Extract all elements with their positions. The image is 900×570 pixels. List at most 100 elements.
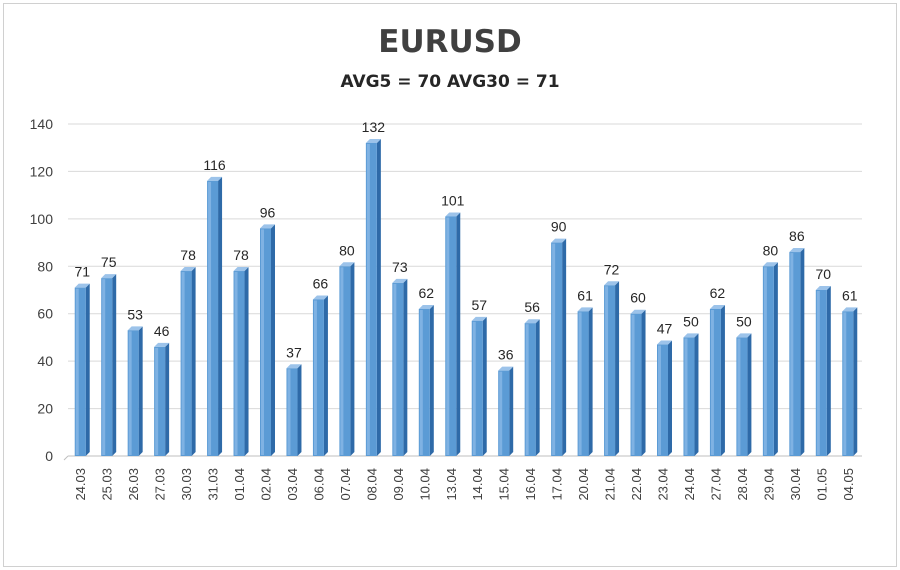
bar: [630, 313, 642, 456]
bar-side: [773, 262, 778, 456]
bar-top: [260, 224, 275, 229]
data-label: 36: [498, 347, 514, 363]
data-label: 50: [683, 313, 699, 329]
data-label: 62: [419, 285, 435, 301]
bar-side: [535, 319, 540, 456]
data-label: 116: [203, 157, 226, 173]
bar-highlight: [75, 288, 79, 455]
bar-highlight: [102, 279, 106, 455]
bar-side: [641, 309, 646, 456]
bar-highlight: [843, 312, 847, 455]
bar: [154, 346, 166, 456]
bar-top: [762, 262, 778, 267]
bar: [365, 142, 377, 456]
bar-highlight: [790, 253, 794, 455]
y-tick-label: 20: [37, 401, 53, 417]
bar-highlight: [578, 312, 582, 455]
bar: [657, 344, 668, 456]
x-tick-label: 25.03: [100, 468, 115, 501]
bar-highlight: [181, 272, 185, 455]
gridlines: [68, 123, 862, 410]
data-label: 60: [630, 290, 646, 306]
bar-side: [800, 248, 805, 456]
category-labels: 24.03 25.03 26.03 27.03 30.03 31.03 01.04 02.04…: [73, 468, 856, 501]
bar: [736, 337, 748, 456]
x-tick-label: 27.03: [153, 468, 168, 501]
data-label: 72: [604, 261, 620, 277]
x-tick-label: 02.04: [259, 468, 274, 501]
x-tick-label: 29.04: [761, 468, 776, 501]
bar-top: [709, 304, 725, 309]
chart-title: EURUSD: [378, 24, 522, 60]
bar: [604, 285, 616, 456]
bar-highlight: [763, 267, 767, 455]
bar: [260, 228, 271, 456]
bar-highlight: [155, 347, 159, 455]
y-tick-label: 80: [37, 258, 53, 274]
bar-top: [127, 326, 143, 331]
bar-highlight: [472, 321, 476, 455]
x-tick-label: 31.03: [206, 468, 221, 501]
x-tick-label: 08.04: [364, 468, 379, 501]
bar-highlight: [287, 369, 291, 455]
x-tick-label: 16.04: [523, 468, 538, 501]
bar-highlight: [658, 345, 661, 455]
bar-highlight: [261, 229, 264, 455]
x-tick-label: 30.03: [179, 468, 194, 501]
data-label: 80: [763, 242, 779, 258]
bar-top: [101, 274, 117, 279]
x-tick-label: 23.04: [656, 468, 671, 501]
data-label: 73: [392, 259, 408, 275]
data-label: 78: [180, 247, 196, 263]
bar: [339, 266, 351, 456]
bar-top: [392, 278, 408, 283]
x-tick-label: 17.04: [550, 468, 565, 501]
bar: [392, 282, 404, 456]
data-label: 47: [657, 321, 673, 337]
bar-top: [233, 267, 249, 272]
bar: [551, 242, 563, 456]
bar: [524, 323, 536, 456]
bar-highlight: [313, 300, 317, 455]
bar-side: [271, 224, 275, 456]
bar-highlight: [710, 309, 714, 455]
bar-top: [683, 333, 699, 338]
bar-side: [85, 283, 90, 456]
x-tick-label: 10.04: [417, 468, 432, 501]
bar-side: [588, 307, 593, 456]
x-tick-label: 01.05: [814, 468, 829, 501]
bar-side: [323, 295, 328, 456]
bar-top: [471, 316, 487, 321]
bar-side: [615, 281, 620, 456]
bar: [762, 266, 774, 456]
bar: [207, 180, 219, 456]
y-tick-label: 120: [30, 163, 54, 179]
bar-side: [429, 304, 434, 456]
x-tick-label: 06.04: [311, 468, 326, 501]
bar-side: [747, 333, 752, 456]
data-label: 96: [260, 204, 276, 220]
bar: [445, 216, 457, 456]
bar-side: [482, 316, 487, 456]
y-tick-label: 0: [45, 448, 53, 464]
data-label: 90: [551, 219, 567, 235]
x-tick-label: 04.05: [841, 468, 856, 501]
x-tick-label: 13.04: [444, 468, 459, 501]
bars: [74, 138, 858, 456]
bar-side: [853, 307, 858, 456]
x-tick-label: 30.04: [788, 468, 803, 501]
bar: [471, 320, 483, 456]
bar-side: [456, 212, 461, 456]
data-label: 101: [441, 192, 465, 208]
bar-top: [365, 138, 381, 143]
bar-side: [191, 267, 196, 456]
data-label: 62: [710, 285, 726, 301]
data-label: 78: [233, 247, 249, 263]
bar-side: [376, 138, 381, 456]
data-label: 56: [524, 299, 540, 315]
data-label: 70: [816, 266, 832, 282]
bar-highlight: [631, 314, 635, 455]
bar: [577, 311, 589, 456]
bar-top: [657, 340, 672, 345]
x-tick-label: 09.04: [391, 468, 406, 501]
